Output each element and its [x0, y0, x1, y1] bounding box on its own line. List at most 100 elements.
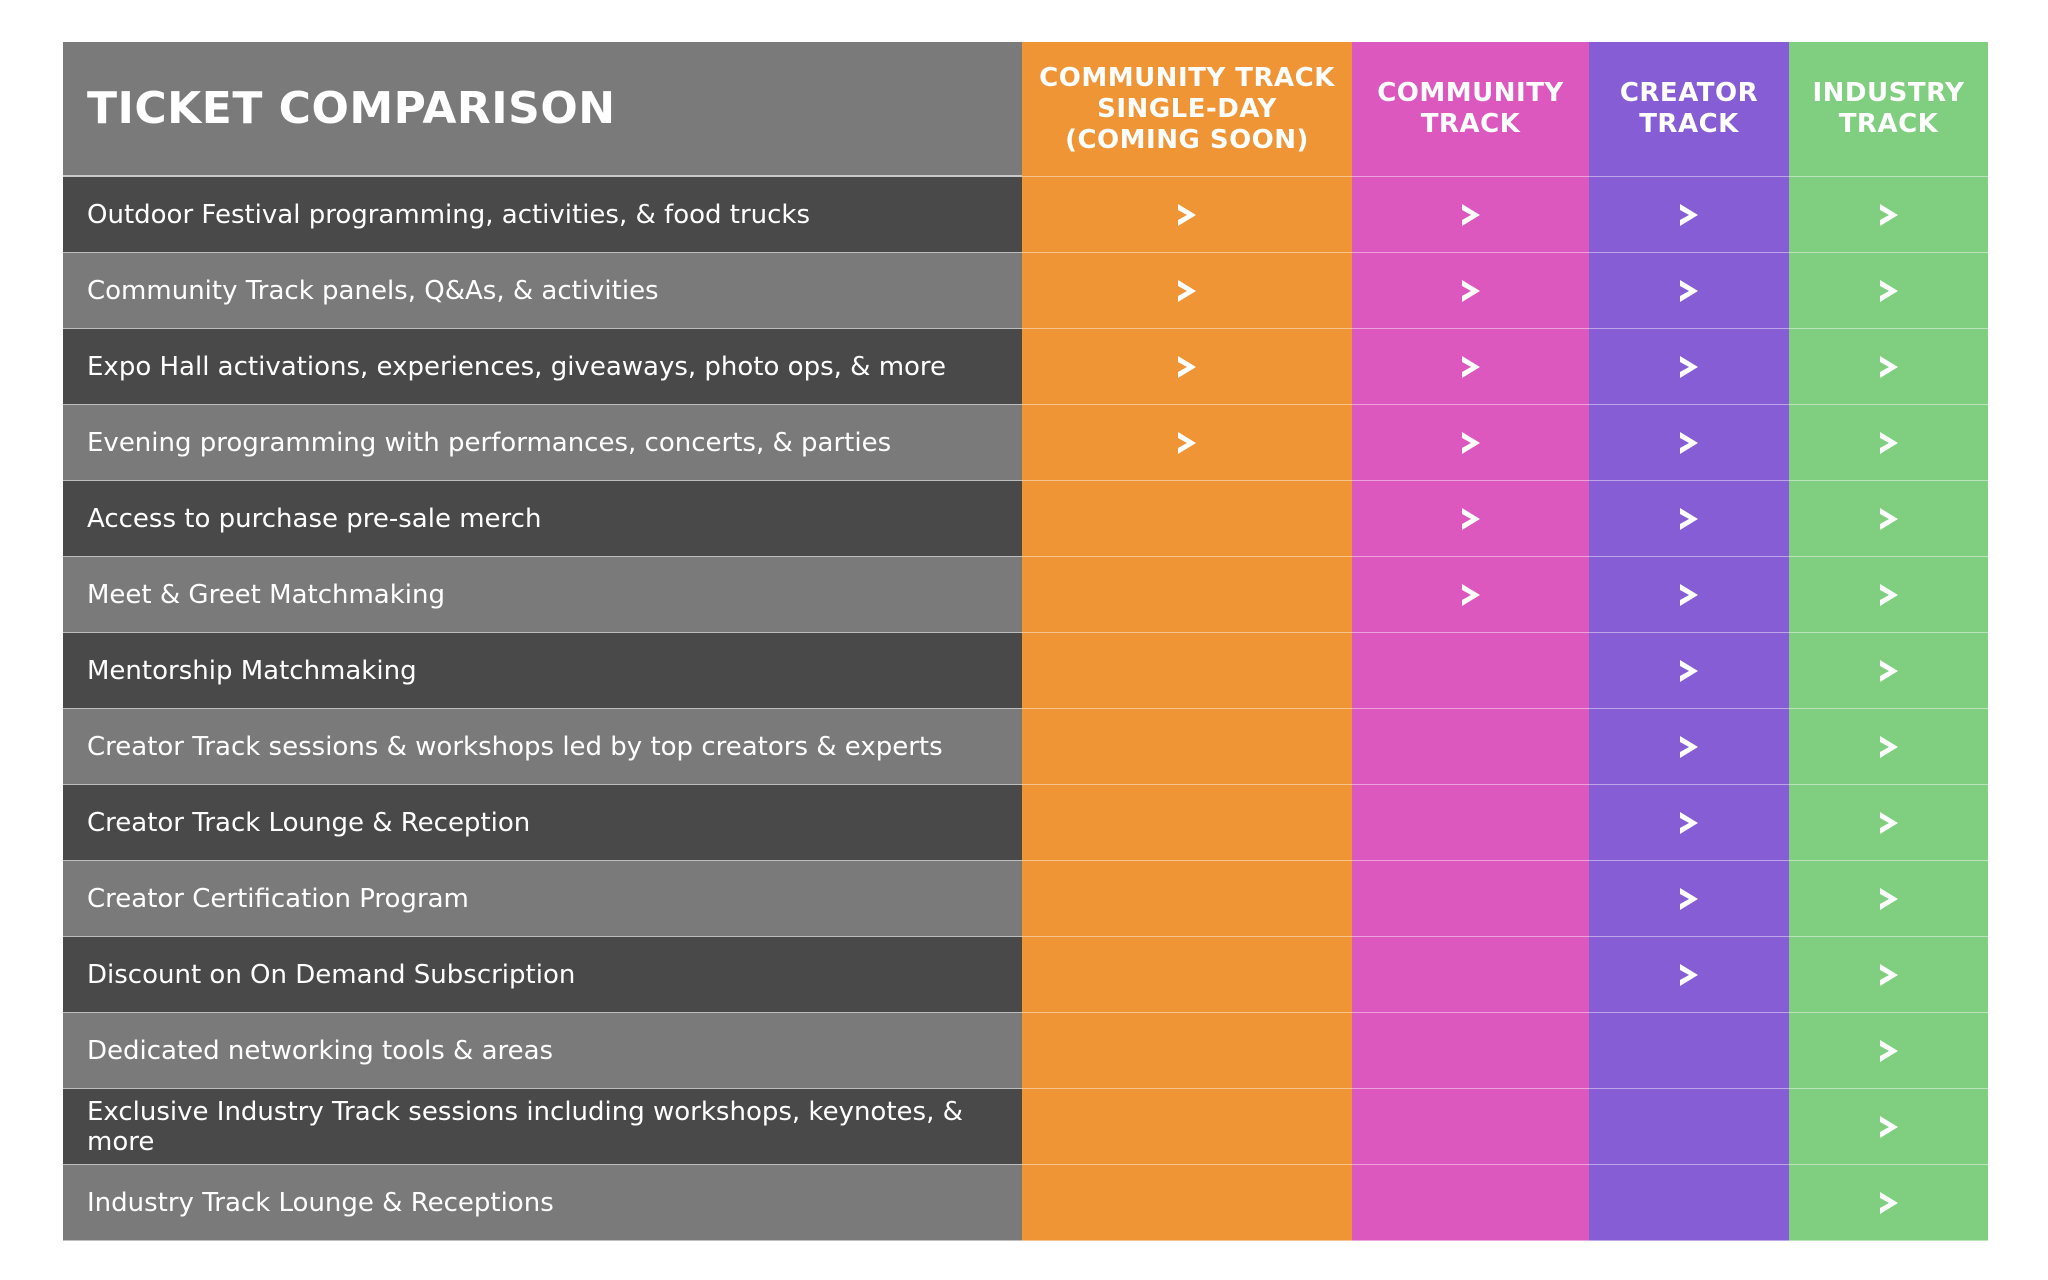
chevron-right-icon — [1879, 1039, 1898, 1062]
feature-label: Discount on On Demand Subscription — [63, 937, 1022, 1013]
chevron-right-icon — [1461, 355, 1480, 378]
chevron-right-icon — [1680, 431, 1698, 454]
feature-empty-cell — [1352, 709, 1589, 785]
chevron-right-icon — [1879, 507, 1898, 530]
feature-included-cell — [1589, 633, 1789, 709]
chevron-right-icon — [1879, 583, 1898, 606]
feature-empty-cell — [1022, 861, 1352, 937]
feature-empty-cell — [1589, 1013, 1789, 1089]
feature-included-cell — [1789, 329, 1988, 405]
chevron-right-icon — [1178, 431, 1196, 454]
chevron-right-icon — [1879, 659, 1898, 682]
feature-empty-cell — [1022, 1013, 1352, 1089]
feature-label: Community Track panels, Q&As, & activiti… — [63, 253, 1022, 329]
feature-label: Dedicated networking tools & areas — [63, 1013, 1022, 1089]
feature-label: Mentorship Matchmaking — [63, 633, 1022, 709]
chevron-right-icon — [1178, 279, 1196, 302]
chevron-right-icon — [1178, 355, 1196, 378]
feature-empty-cell — [1022, 785, 1352, 861]
feature-empty-cell — [1022, 633, 1352, 709]
chevron-right-icon — [1879, 355, 1898, 378]
feature-empty-cell — [1022, 709, 1352, 785]
column-header-1: COMMUNITY TRACK SINGLE-DAY (COMING SOON) — [1022, 42, 1352, 177]
chevron-right-icon — [1879, 431, 1898, 454]
feature-included-cell — [1352, 557, 1589, 633]
feature-included-cell — [1589, 481, 1789, 557]
feature-included-cell — [1789, 177, 1988, 253]
feature-empty-cell — [1352, 1089, 1589, 1165]
feature-included-cell — [1589, 405, 1789, 481]
chevron-right-icon — [1879, 887, 1898, 910]
column-header-3: CREATOR TRACK — [1589, 42, 1789, 177]
feature-empty-cell — [1589, 1165, 1789, 1241]
chevron-right-icon — [1680, 203, 1698, 226]
ticket-comparison-table: TICKET COMPARISON COMMUNITY TRACK SINGLE… — [63, 42, 1988, 1241]
chevron-right-icon — [1879, 279, 1898, 302]
chevron-right-icon — [1879, 811, 1898, 834]
chevron-right-icon — [1461, 507, 1480, 530]
chevron-right-icon — [1461, 583, 1480, 606]
feature-included-cell — [1789, 1165, 1988, 1241]
feature-included-cell — [1789, 1013, 1988, 1089]
column-header-4: INDUSTRY TRACK — [1789, 42, 1988, 177]
feature-included-cell — [1589, 253, 1789, 329]
feature-empty-cell — [1589, 1089, 1789, 1165]
feature-label: Creator Track sessions & workshops led b… — [63, 709, 1022, 785]
feature-label: Outdoor Festival programming, activities… — [63, 177, 1022, 253]
feature-label: Access to purchase pre-sale merch — [63, 481, 1022, 557]
feature-empty-cell — [1022, 481, 1352, 557]
chevron-right-icon — [1680, 887, 1698, 910]
chevron-right-icon — [1680, 279, 1698, 302]
feature-label: Expo Hall activations, experiences, give… — [63, 329, 1022, 405]
feature-label: Meet & Greet Matchmaking — [63, 557, 1022, 633]
feature-included-cell — [1789, 405, 1988, 481]
chevron-right-icon — [1680, 583, 1698, 606]
feature-included-cell — [1589, 177, 1789, 253]
chevron-right-icon — [1461, 279, 1480, 302]
feature-empty-cell — [1352, 785, 1589, 861]
feature-included-cell — [1789, 937, 1988, 1013]
feature-included-cell — [1589, 785, 1789, 861]
feature-empty-cell — [1352, 633, 1589, 709]
feature-included-cell — [1589, 329, 1789, 405]
table-title: TICKET COMPARISON — [63, 42, 1022, 177]
feature-included-cell — [1589, 557, 1789, 633]
feature-label: Creator Track Lounge & Reception — [63, 785, 1022, 861]
chevron-right-icon — [1461, 431, 1480, 454]
feature-included-cell — [1789, 557, 1988, 633]
chevron-right-icon — [1680, 659, 1698, 682]
feature-empty-cell — [1352, 937, 1589, 1013]
chevron-right-icon — [1680, 507, 1698, 530]
chevron-right-icon — [1680, 735, 1698, 758]
feature-included-cell — [1352, 177, 1589, 253]
feature-included-cell — [1352, 253, 1589, 329]
column-header-2: COMMUNITY TRACK — [1352, 42, 1589, 177]
feature-empty-cell — [1022, 1165, 1352, 1241]
chevron-right-icon — [1680, 963, 1698, 986]
chevron-right-icon — [1879, 963, 1898, 986]
feature-included-cell — [1589, 709, 1789, 785]
feature-included-cell — [1022, 253, 1352, 329]
feature-included-cell — [1022, 329, 1352, 405]
feature-included-cell — [1789, 633, 1988, 709]
feature-empty-cell — [1022, 1089, 1352, 1165]
feature-empty-cell — [1352, 861, 1589, 937]
feature-label: Creator Certification Program — [63, 861, 1022, 937]
chevron-right-icon — [1879, 735, 1898, 758]
feature-included-cell — [1022, 405, 1352, 481]
feature-included-cell — [1352, 405, 1589, 481]
chevron-right-icon — [1680, 355, 1698, 378]
chevron-right-icon — [1879, 203, 1898, 226]
feature-empty-cell — [1022, 557, 1352, 633]
feature-included-cell — [1352, 329, 1589, 405]
feature-included-cell — [1589, 937, 1789, 1013]
feature-empty-cell — [1022, 937, 1352, 1013]
feature-label: Industry Track Lounge & Receptions — [63, 1165, 1022, 1241]
feature-included-cell — [1789, 253, 1988, 329]
feature-empty-cell — [1352, 1165, 1589, 1241]
feature-included-cell — [1789, 785, 1988, 861]
feature-empty-cell — [1352, 1013, 1589, 1089]
chevron-right-icon — [1879, 1115, 1898, 1138]
feature-included-cell — [1789, 861, 1988, 937]
feature-included-cell — [1789, 1089, 1988, 1165]
